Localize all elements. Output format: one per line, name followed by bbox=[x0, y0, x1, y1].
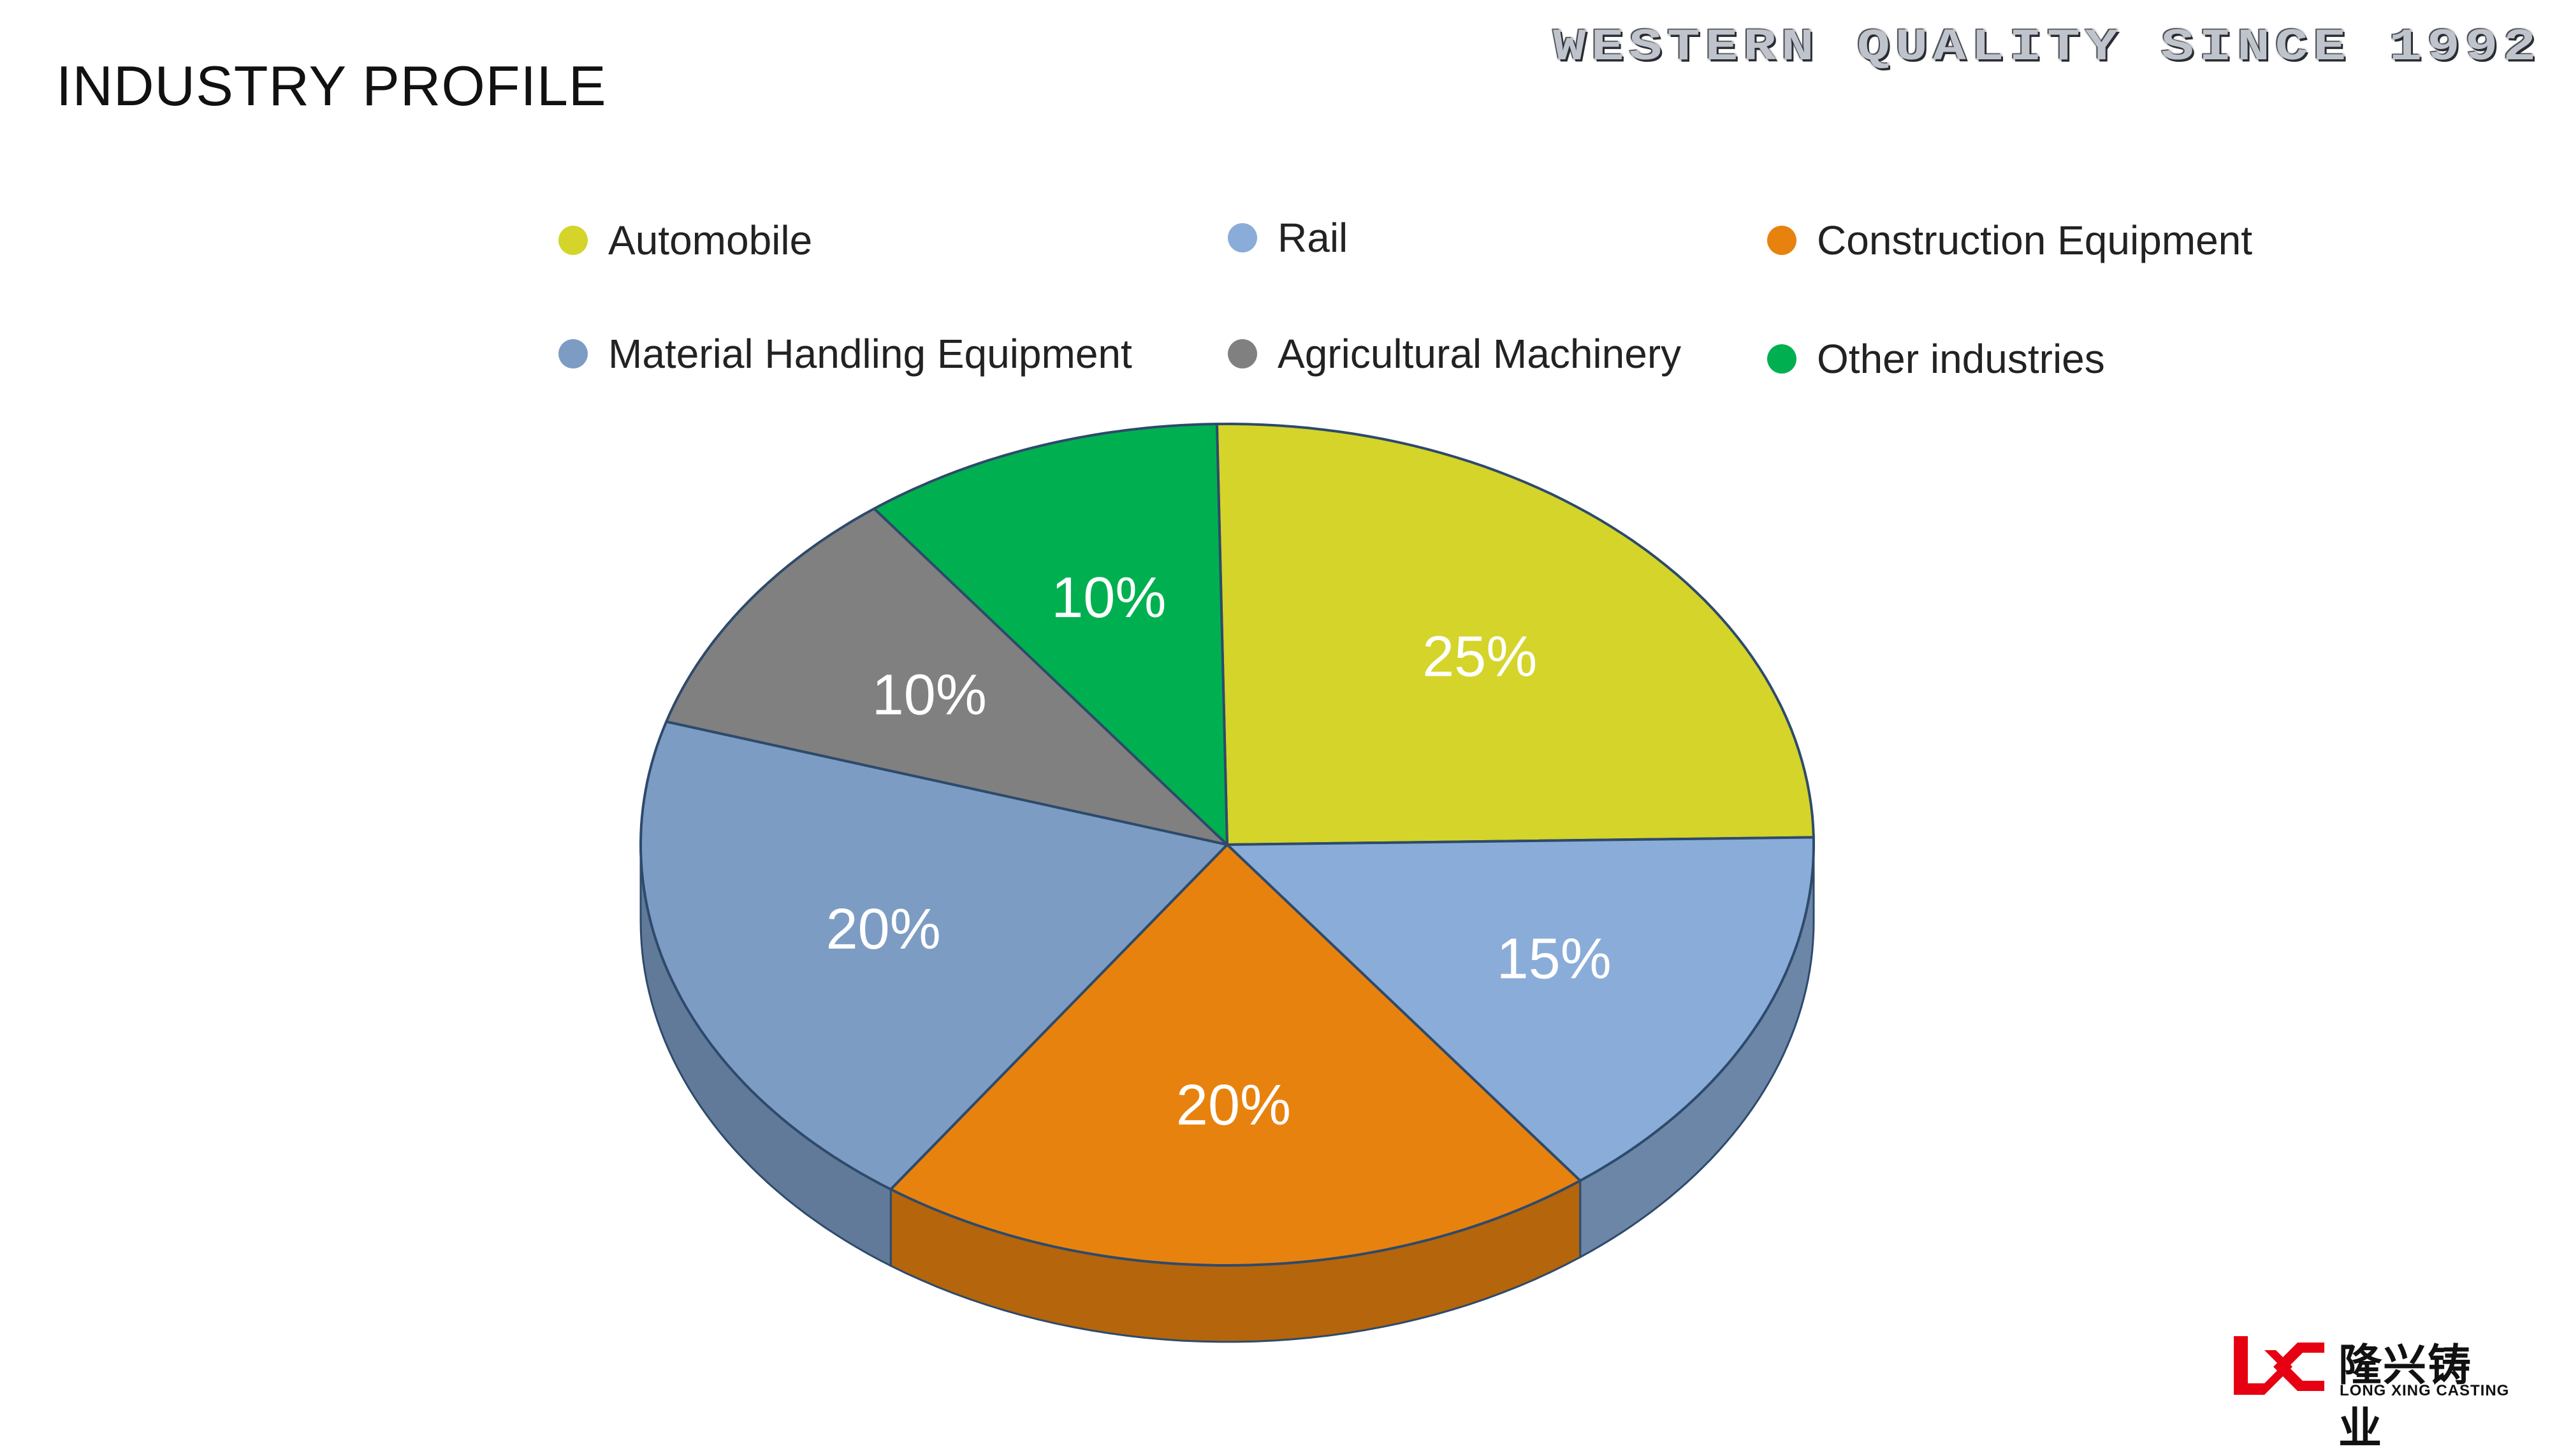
legend-label: Agricultural Machinery bbox=[1278, 331, 1682, 377]
legend-item-material-handling: Material Handling Equipment bbox=[558, 330, 1132, 377]
legend-dot bbox=[1767, 344, 1796, 374]
pie-label-automobile: 25% bbox=[1422, 625, 1537, 689]
legend-item-agricultural: Agricultural Machinery bbox=[1228, 330, 1681, 377]
pie-slice-other bbox=[873, 423, 1228, 846]
pie-slice-agricultural bbox=[665, 507, 1228, 846]
legend-dot bbox=[558, 226, 588, 255]
legend-dot bbox=[558, 339, 588, 368]
legend-dot bbox=[1228, 223, 1257, 252]
logo-english-text: LONG XING CASTING bbox=[2340, 1382, 2510, 1399]
legend-dot bbox=[1767, 226, 1796, 255]
pie-label-rail: 15% bbox=[1497, 927, 1612, 991]
tagline-banner: WESTERN QUALITY SINCE 1992 bbox=[1553, 22, 2541, 73]
legend-item-other: Other industries bbox=[1767, 335, 2105, 382]
logo-mark-icon bbox=[2234, 1336, 2324, 1395]
pie-slice-construction bbox=[889, 843, 1582, 1267]
pie-slice-automobile bbox=[1215, 423, 1815, 846]
pie-slices bbox=[639, 423, 1815, 1267]
legend-label: Construction Equipment bbox=[1817, 217, 2253, 263]
pie-label-material-handling: 20% bbox=[826, 898, 941, 961]
legend-label: Other industries bbox=[1817, 336, 2105, 382]
legend-label: Automobile bbox=[608, 217, 813, 263]
legend-label: Rail bbox=[1278, 215, 1348, 261]
pie-slice-rail bbox=[1226, 836, 1815, 1183]
company-logo: 隆兴铸业 LONG XING CASTING bbox=[2231, 1332, 2512, 1454]
legend-item-construction: Construction Equipment bbox=[1767, 217, 2252, 264]
legend-item-rail: Rail bbox=[1228, 214, 1348, 261]
legend-label: Material Handling Equipment bbox=[608, 331, 1132, 377]
pie-label-agricultural: 10% bbox=[872, 663, 987, 727]
pie-label-other: 10% bbox=[1051, 566, 1166, 630]
pie-label-construction: 20% bbox=[1176, 1074, 1291, 1137]
pie-slice-material-handling bbox=[639, 720, 1228, 1191]
pie-labels: 25% 15% 20% 20% 10% 10% bbox=[826, 566, 1612, 1137]
legend-dot bbox=[1228, 339, 1257, 368]
page-title: INDUSTRY PROFILE bbox=[56, 54, 607, 117]
legend-item-automobile: Automobile bbox=[558, 217, 812, 264]
